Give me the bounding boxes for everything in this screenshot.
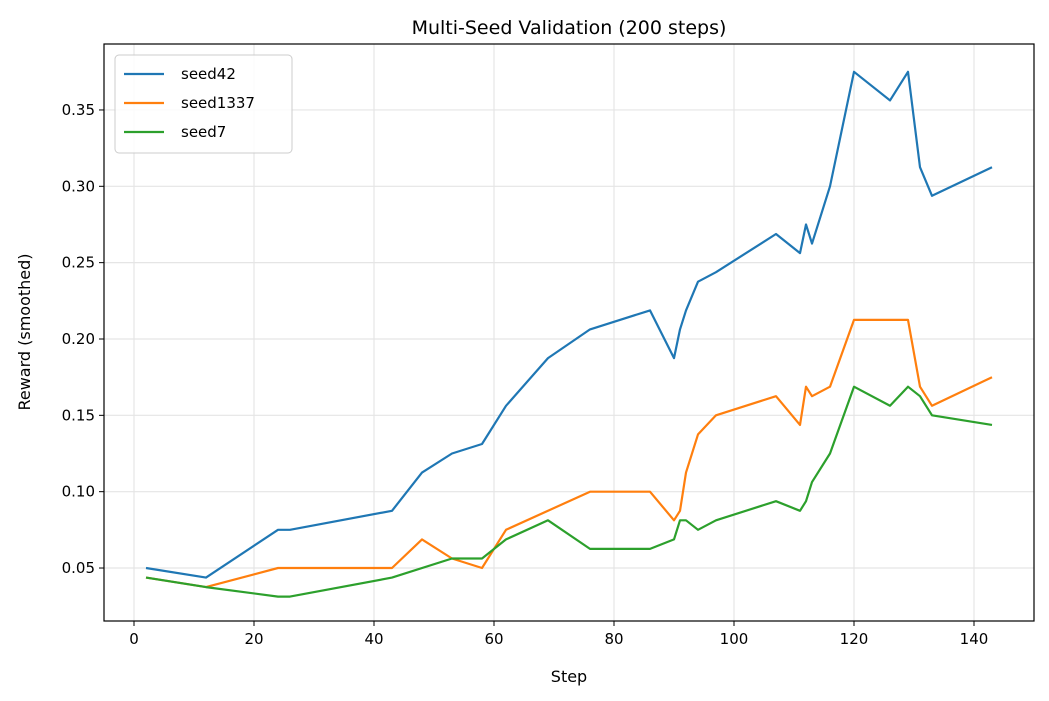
x-axis: 0 20 40 60 80 100 120 140 bbox=[129, 621, 988, 648]
legend-label-seed42: seed42 bbox=[181, 65, 236, 83]
x-tick-label: 20 bbox=[244, 630, 263, 648]
series-line-seed42 bbox=[145, 70, 993, 579]
x-axis-label: Step bbox=[551, 667, 587, 686]
y-axis-label: Reward (smoothed) bbox=[15, 253, 34, 410]
y-tick-label: 0.25 bbox=[62, 254, 95, 272]
y-tick-label: 0.05 bbox=[62, 559, 95, 577]
legend-label-seed1337: seed1337 bbox=[181, 94, 255, 112]
x-tick-label: 120 bbox=[840, 630, 869, 648]
y-tick-label: 0.10 bbox=[62, 483, 95, 501]
x-tick-label: 0 bbox=[129, 630, 139, 648]
x-tick-label: 60 bbox=[484, 630, 503, 648]
y-tick-label: 0.30 bbox=[62, 177, 95, 195]
y-axis: 0.05 0.10 0.15 0.20 0.25 0.30 0.35 bbox=[62, 101, 104, 577]
series-line-seed1337 bbox=[145, 318, 993, 589]
x-tick-label: 100 bbox=[720, 630, 749, 648]
legend: seed42 seed1337 seed7 bbox=[114, 54, 293, 154]
series-lines bbox=[145, 70, 993, 598]
grid bbox=[104, 44, 1034, 621]
y-tick-label: 0.35 bbox=[62, 101, 95, 119]
series-line-seed7 bbox=[145, 385, 993, 598]
plot-frame bbox=[103, 43, 1035, 622]
x-tick-label: 80 bbox=[604, 630, 623, 648]
y-tick-label: 0.20 bbox=[62, 330, 95, 348]
legend-label-seed7: seed7 bbox=[181, 123, 226, 141]
x-tick-label: 40 bbox=[364, 630, 383, 648]
chart-title: Multi-Seed Validation (200 steps) bbox=[412, 17, 727, 39]
x-tick-label: 140 bbox=[960, 630, 989, 648]
y-tick-label: 0.15 bbox=[62, 406, 95, 424]
